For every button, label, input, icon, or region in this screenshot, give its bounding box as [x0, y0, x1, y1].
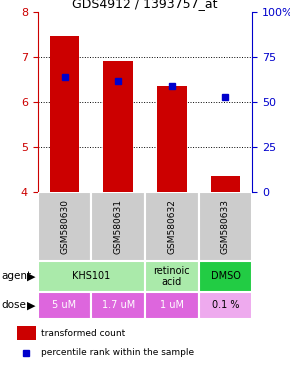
Bar [211, 176, 240, 192]
Text: GSM580631: GSM580631 [114, 199, 123, 254]
Bar [199, 261, 252, 292]
Text: dose: dose [1, 300, 26, 310]
Text: DMSO: DMSO [211, 271, 240, 281]
Bar [104, 61, 133, 192]
Text: retinoic
acid: retinoic acid [153, 266, 190, 287]
Bar [199, 192, 252, 261]
Bar [157, 86, 186, 192]
Bar [91, 292, 145, 319]
Text: agent: agent [1, 271, 32, 281]
Text: ▶: ▶ [27, 300, 35, 310]
Bar [199, 292, 252, 319]
Bar [145, 292, 199, 319]
Title: GDS4912 / 1393757_at: GDS4912 / 1393757_at [72, 0, 218, 10]
Bar [38, 292, 91, 319]
Text: GSM580630: GSM580630 [60, 199, 69, 254]
Text: 0.1 %: 0.1 % [212, 300, 239, 310]
Bar [91, 192, 145, 261]
Bar [38, 261, 145, 292]
Bar [50, 36, 79, 192]
Text: 1.7 uM: 1.7 uM [102, 300, 135, 310]
Bar [145, 261, 199, 292]
Text: GSM580633: GSM580633 [221, 199, 230, 254]
Text: ▶: ▶ [27, 271, 35, 281]
Bar [17, 326, 36, 340]
Bar [38, 192, 91, 261]
Text: 5 uM: 5 uM [52, 300, 77, 310]
Text: KHS101: KHS101 [72, 271, 110, 281]
Text: percentile rank within the sample: percentile rank within the sample [41, 348, 194, 357]
Text: 1 uM: 1 uM [160, 300, 184, 310]
Text: transformed count: transformed count [41, 329, 125, 338]
Text: GSM580632: GSM580632 [167, 199, 176, 254]
Bar [145, 192, 199, 261]
